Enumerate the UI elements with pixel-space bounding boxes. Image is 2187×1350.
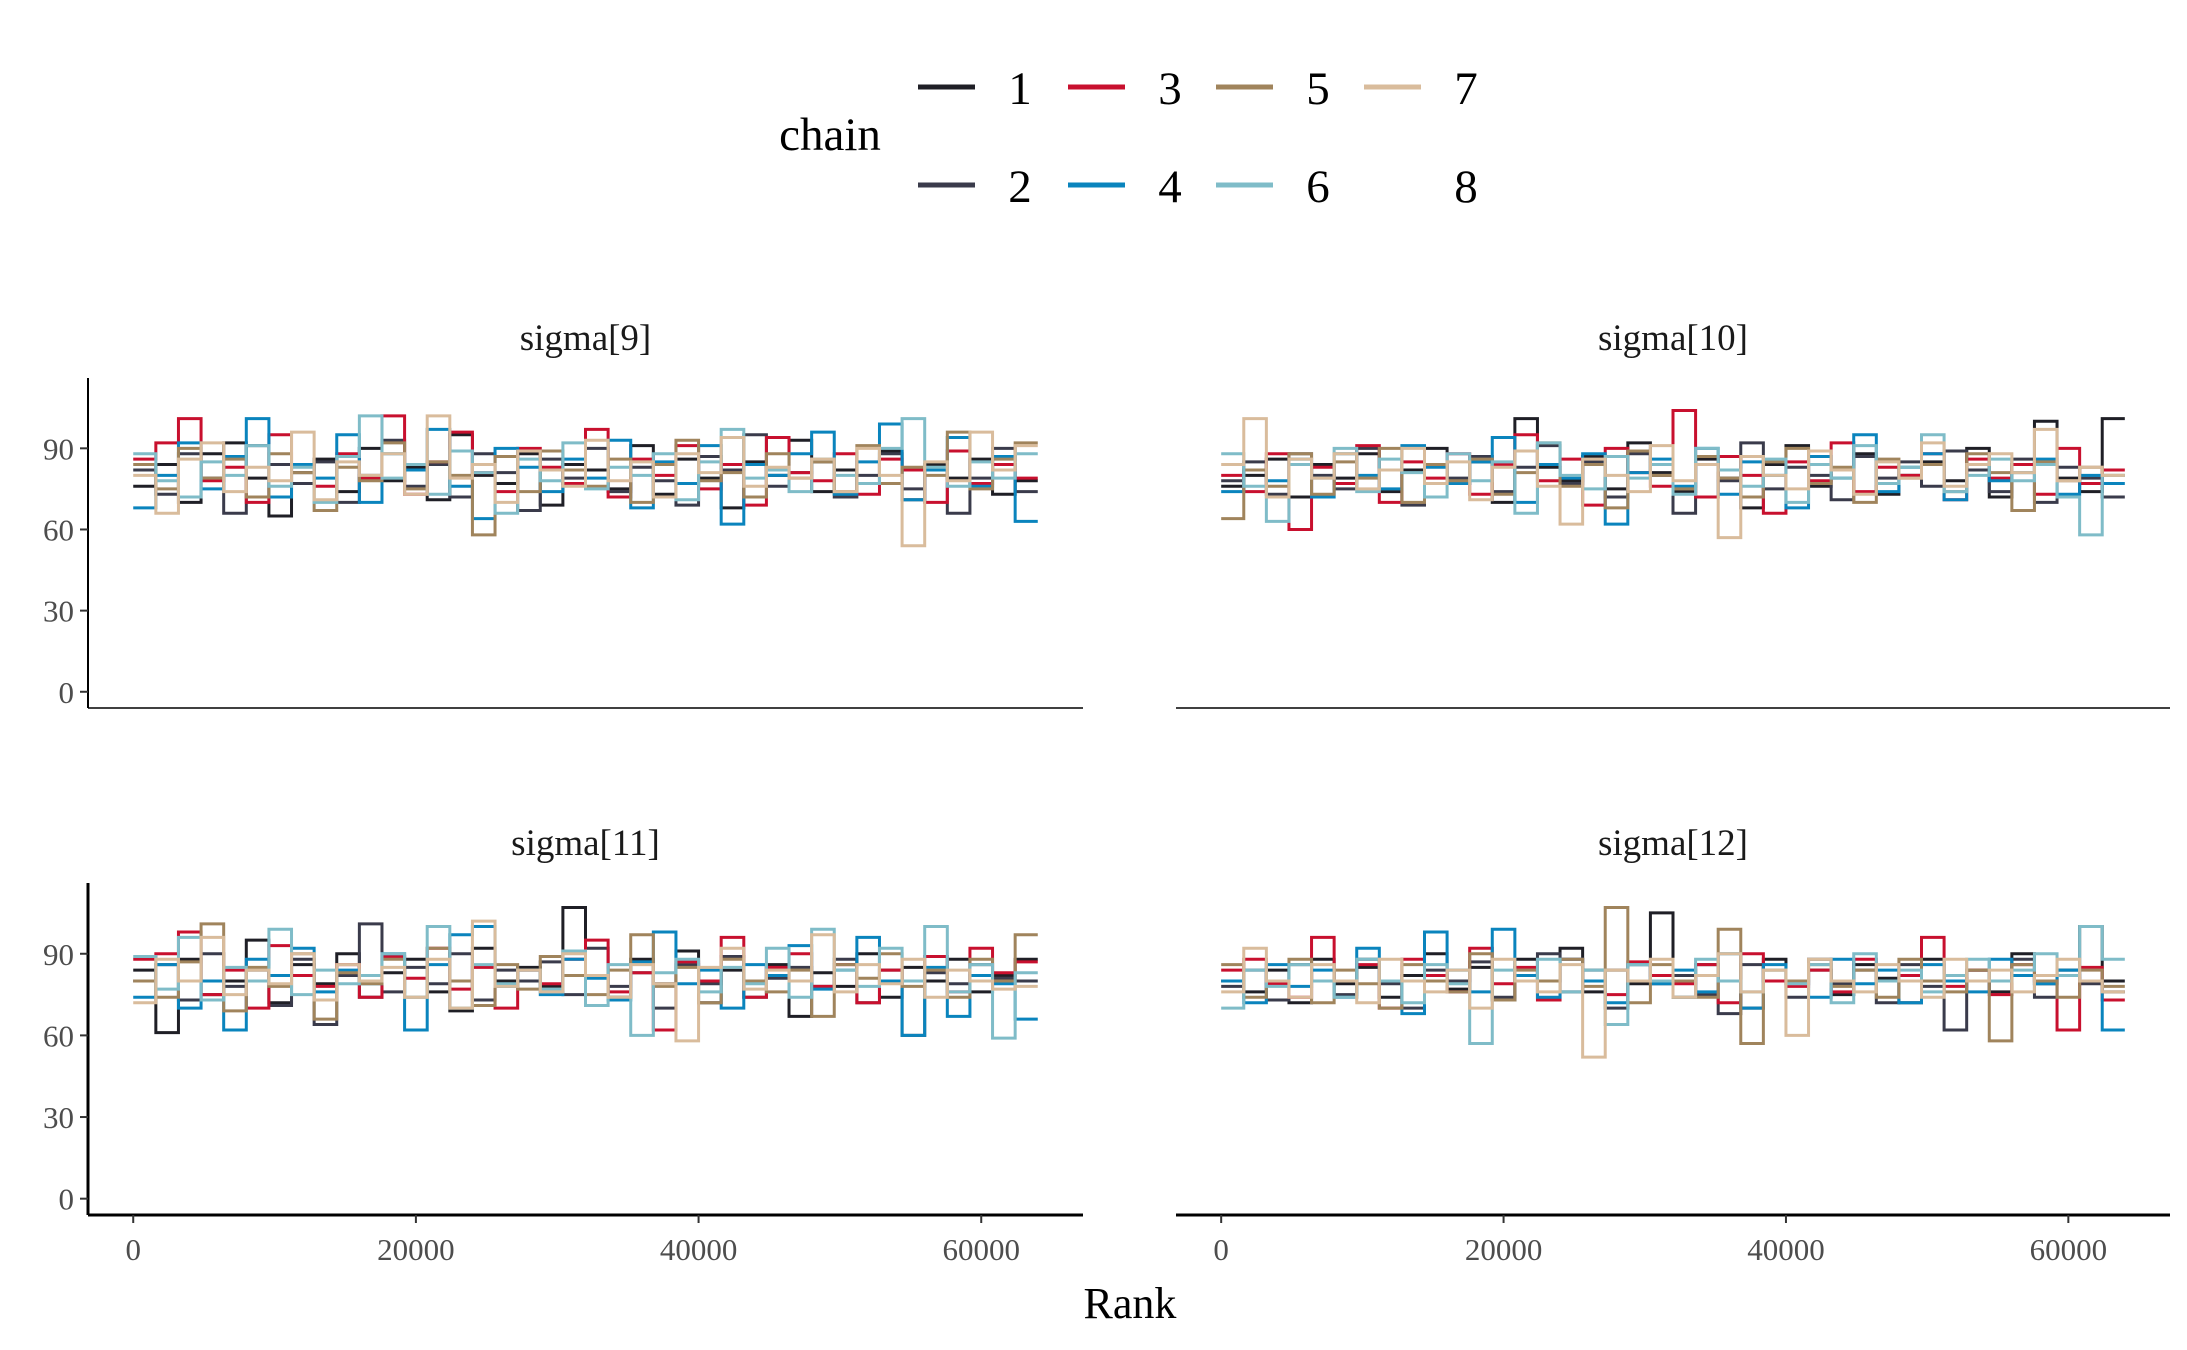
legend-label-chain-8: 8 [1454, 161, 1478, 213]
panel-title: sigma[12] [1598, 823, 1748, 864]
y-tick-label: 90 [43, 937, 74, 972]
chain-line-7 [1221, 946, 2125, 1059]
legend: chain 1 2 3 4 5 6 7 8 [779, 63, 1478, 213]
chain-line-7 [133, 919, 1038, 1043]
y-tick-label: 30 [43, 594, 74, 629]
panel-sigma[12]: sigma[12] 0 20000 40000 60000 [1176, 823, 2170, 1267]
panel-sigma[11]: sigma[11] 0 30 60 90 0 20000 40000 60000 [43, 823, 1083, 1267]
legend-label-chain-6: 6 [1306, 161, 1330, 213]
y-tick-label: 60 [43, 512, 74, 547]
panel-title: sigma[11] [511, 823, 660, 864]
x-tick-label: 20000 [1465, 1232, 1543, 1267]
x-tick-label: 0 [125, 1232, 141, 1267]
x-tick-label: 60000 [2030, 1232, 2108, 1267]
panel-sigma[10]: sigma[10] [1176, 318, 2170, 709]
legend-label-chain-5: 5 [1306, 63, 1330, 115]
x-tick-label: 20000 [377, 1232, 455, 1267]
x-tick-label: 40000 [1747, 1232, 1825, 1267]
panel-sigma[9]: sigma[9] 0 30 60 90 [43, 318, 1083, 710]
x-tick-label: 40000 [660, 1232, 738, 1267]
y-tick-label: 0 [59, 1182, 75, 1217]
panel-title: sigma[9] [520, 318, 652, 359]
y-tick-label: 60 [43, 1018, 74, 1053]
legend-label-chain-7: 7 [1454, 63, 1478, 115]
legend-label-chain-4: 4 [1158, 161, 1182, 213]
chain-line-6 [133, 925, 1038, 1040]
legend-title: chain [779, 109, 881, 161]
panel-title: sigma[10] [1598, 318, 1748, 359]
chain-line-7 [1221, 417, 2125, 540]
y-tick-label: 30 [43, 1100, 74, 1135]
legend-label-chain-1: 1 [1008, 63, 1032, 115]
y-tick-label: 90 [43, 431, 74, 466]
chain-line-7 [133, 414, 1038, 548]
x-axis-title: Rank [1084, 1279, 1177, 1328]
y-tick-label: 0 [59, 675, 75, 710]
legend-label-chain-3: 3 [1158, 63, 1182, 115]
x-tick-label: 0 [1213, 1232, 1229, 1267]
legend-label-chain-2: 2 [1008, 161, 1032, 213]
x-tick-label: 60000 [942, 1232, 1020, 1267]
